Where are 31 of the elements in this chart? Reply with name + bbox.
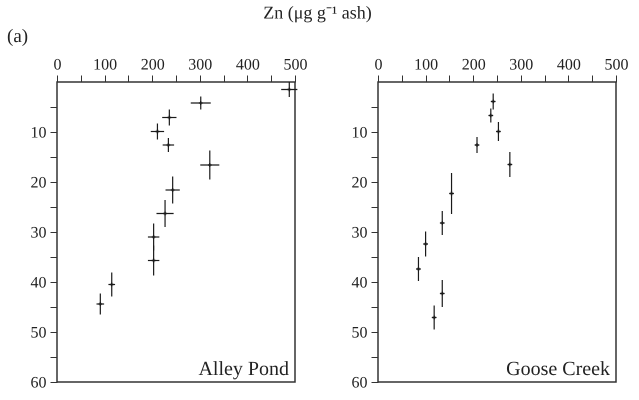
y-tick-label: 50: [30, 324, 46, 342]
y-tick-label: 40: [352, 274, 368, 292]
point: [166, 143, 170, 147]
y-tick-label: 30: [352, 224, 368, 242]
x-tick-label: 200: [462, 56, 486, 74]
y-tick-label: 50: [352, 324, 368, 342]
x-tick-label: 300: [509, 56, 534, 74]
x-tick-label: 500: [604, 56, 628, 74]
x-axis-title: Zn (μg g⁻¹ ash): [263, 2, 372, 22]
x-tick-label: 100: [414, 56, 438, 74]
point: [163, 212, 167, 216]
y-tick-label: 60: [30, 374, 46, 392]
text: (a): [7, 26, 28, 47]
annotation: Goose Creek: [506, 358, 610, 380]
y-tick-label: 20: [352, 174, 368, 192]
x-tick-label: 100: [93, 56, 118, 74]
x-tick-label: 300: [188, 56, 212, 74]
y-tick-label: 20: [30, 174, 46, 192]
x-tick-label: 500: [284, 56, 308, 74]
y-tick-label: 60: [352, 374, 368, 392]
y-tick-label: 10: [30, 124, 46, 142]
x-tick-label: 200: [140, 56, 165, 74]
x-tick-label: 400: [236, 56, 260, 74]
x-tick-label: 400: [556, 56, 581, 74]
x-tick-label: 0: [54, 56, 62, 74]
point: [156, 130, 160, 134]
x-tick-label: 0: [374, 56, 382, 74]
y-tick-label: 30: [30, 224, 46, 242]
y-tick-label: 10: [352, 124, 368, 142]
annotation: Alley Pond: [198, 358, 289, 380]
y-tick-label: 40: [30, 274, 46, 292]
